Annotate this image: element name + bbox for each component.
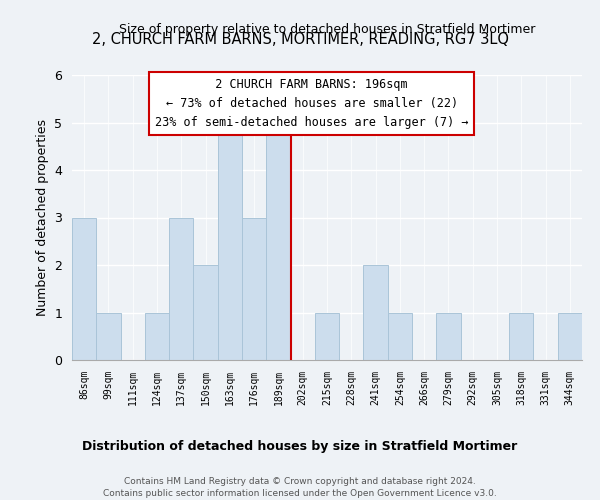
Bar	[509, 312, 533, 360]
Bar	[169, 218, 193, 360]
Bar	[242, 218, 266, 360]
Bar	[436, 312, 461, 360]
Bar	[193, 265, 218, 360]
Text: Contains HM Land Registry data © Crown copyright and database right 2024.: Contains HM Land Registry data © Crown c…	[124, 478, 476, 486]
Bar	[315, 312, 339, 360]
Bar	[218, 122, 242, 360]
Bar	[266, 122, 290, 360]
Text: 2, CHURCH FARM BARNS, MORTIMER, READING, RG7 3LQ: 2, CHURCH FARM BARNS, MORTIMER, READING,…	[91, 32, 509, 48]
Text: Distribution of detached houses by size in Stratfield Mortimer: Distribution of detached houses by size …	[82, 440, 518, 453]
Y-axis label: Number of detached properties: Number of detached properties	[36, 119, 49, 316]
Bar	[364, 265, 388, 360]
Bar	[388, 312, 412, 360]
Bar	[96, 312, 121, 360]
Text: 2 CHURCH FARM BARNS: 196sqm  
← 73% of detached houses are smaller (22)
23% of s: 2 CHURCH FARM BARNS: 196sqm ← 73% of det…	[155, 78, 469, 129]
Bar	[558, 312, 582, 360]
Text: Contains public sector information licensed under the Open Government Licence v3: Contains public sector information licen…	[103, 489, 497, 498]
Bar	[72, 218, 96, 360]
Title: Size of property relative to detached houses in Stratfield Mortimer: Size of property relative to detached ho…	[119, 24, 535, 36]
Bar	[145, 312, 169, 360]
